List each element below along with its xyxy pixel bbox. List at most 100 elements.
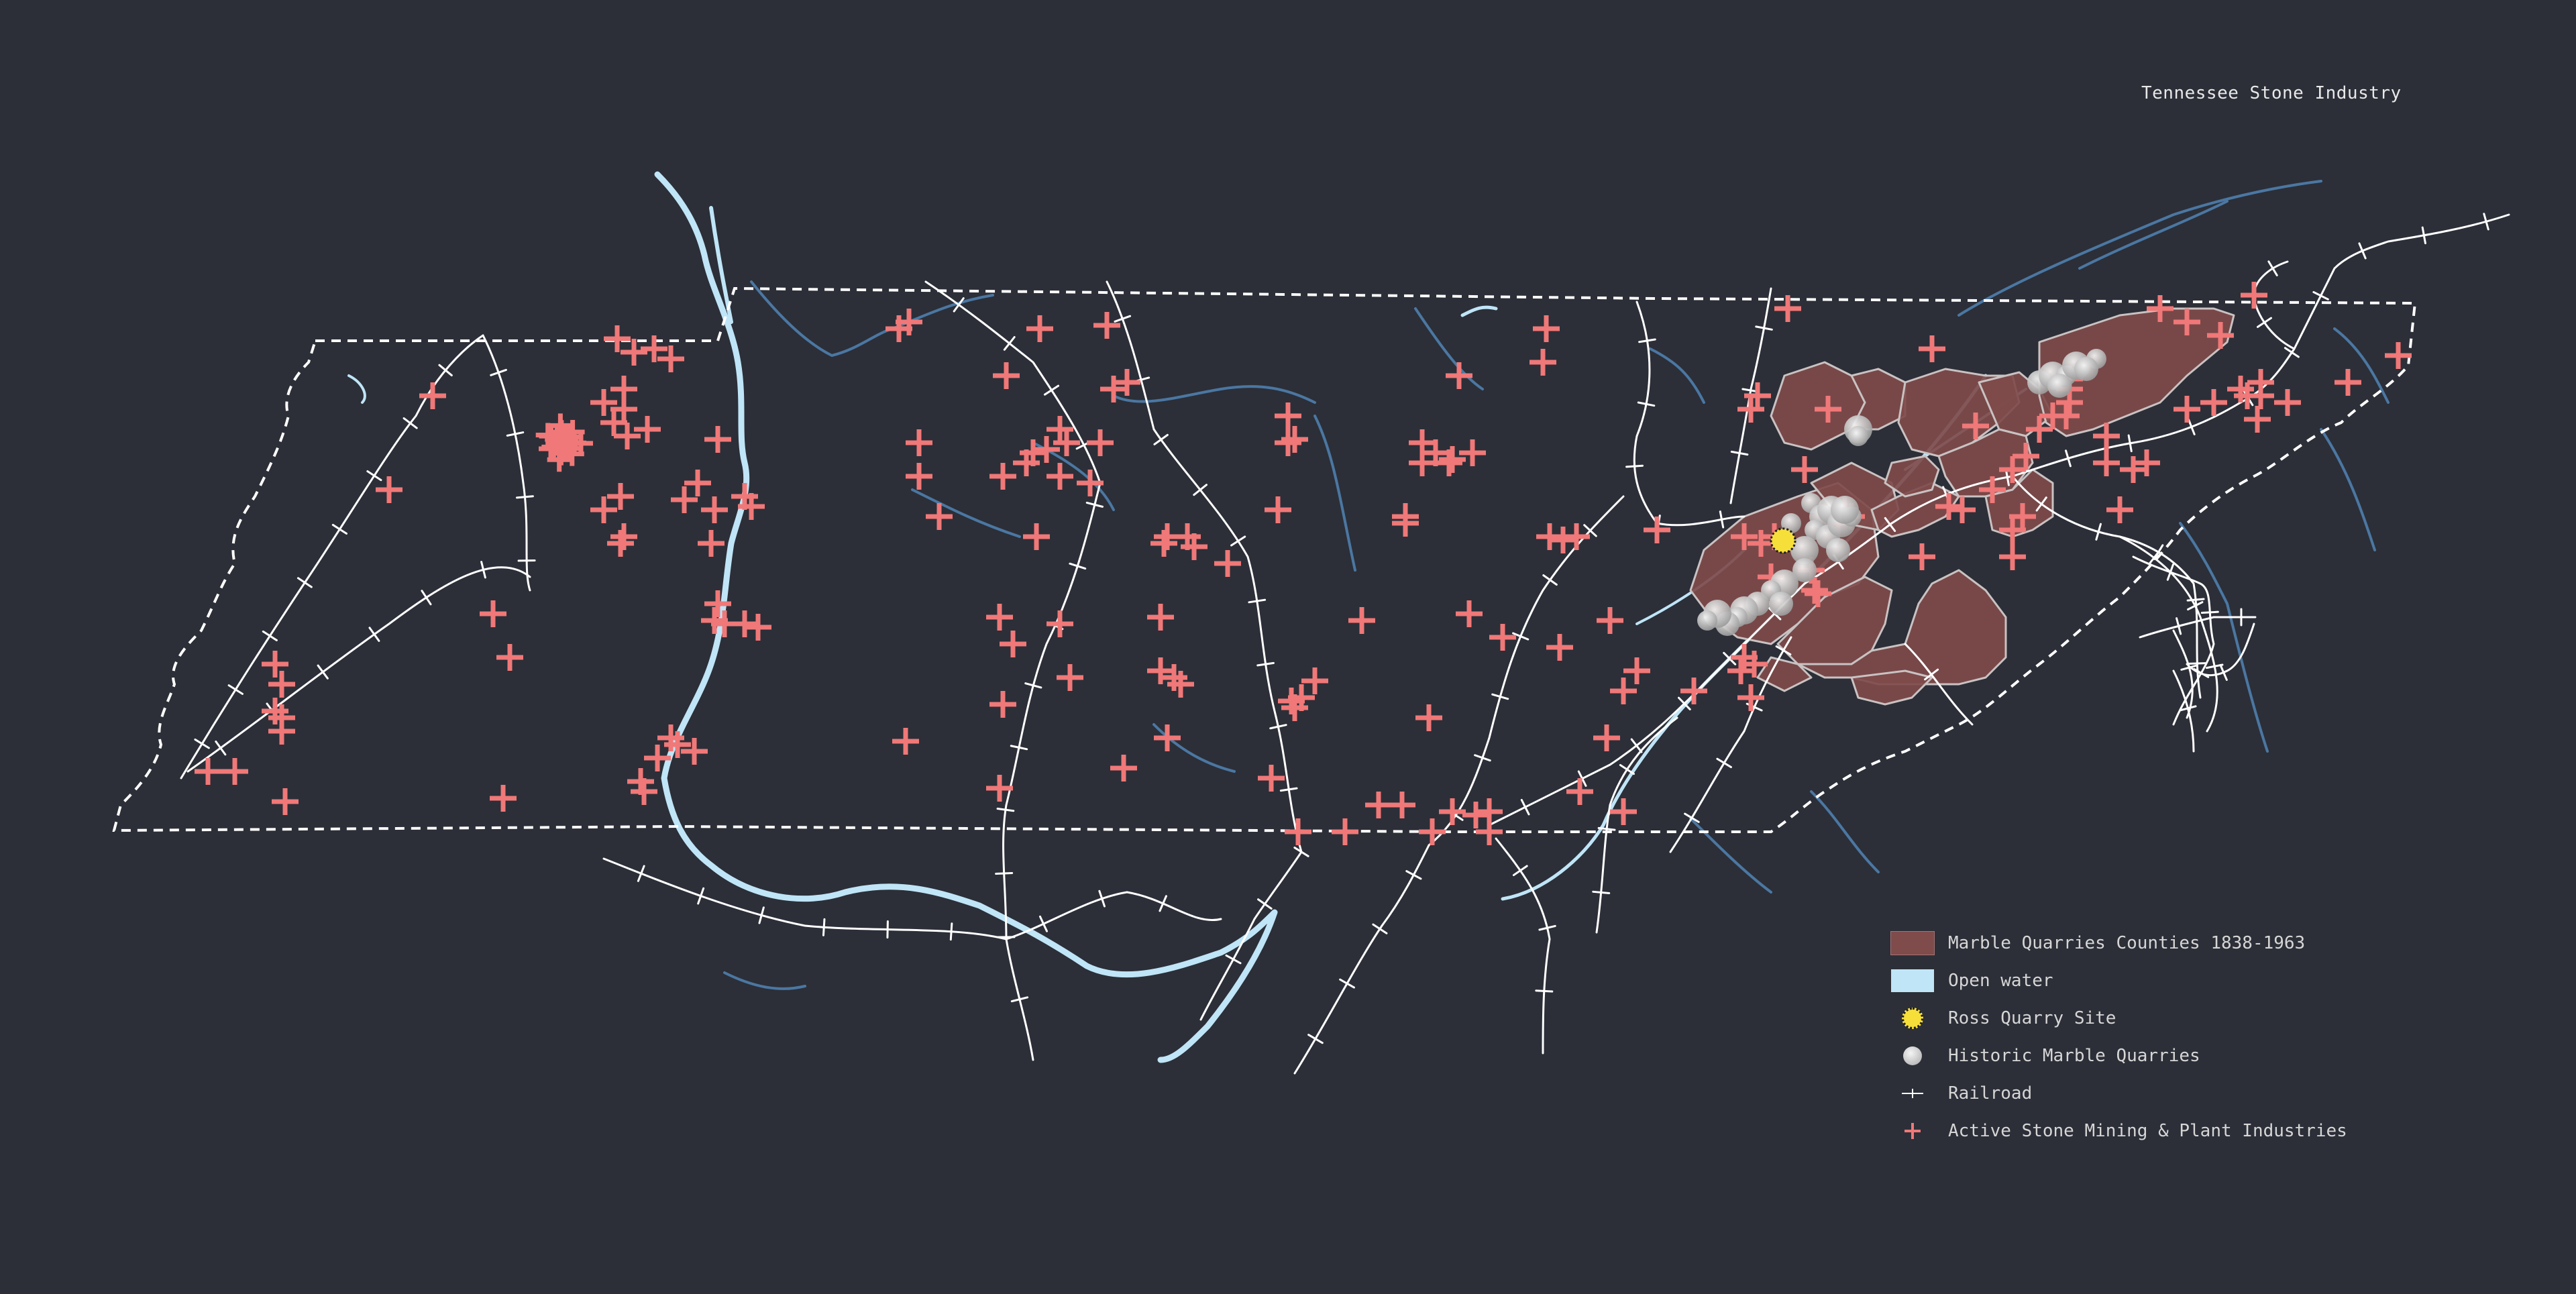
active-site-mark: [1285, 818, 1311, 845]
active-site-mark: [745, 614, 771, 641]
active-site-mark: [1462, 802, 1489, 828]
railroad-tick: [1010, 745, 1028, 751]
active-site-mark: [2093, 449, 2120, 476]
historic-marble-quarries: [1697, 349, 2106, 636]
active-site-mark: [1275, 429, 1301, 456]
railroad-tick: [2187, 418, 2196, 435]
railroad-tick: [1512, 632, 1529, 641]
railroad-tick: [2180, 664, 2198, 671]
railroad-tick: [194, 738, 210, 749]
active-site-mark: [1909, 543, 1935, 570]
active-site-mark: [1962, 413, 1989, 439]
active-site-mark: [496, 644, 523, 671]
active-site-mark: [1446, 362, 1472, 389]
active-site-mark: [1727, 657, 1754, 684]
historic-quarry-mark: [1831, 496, 1859, 524]
active-site-mark: [704, 590, 731, 617]
railroad-tick: [2267, 260, 2278, 276]
active-site-mark: [1949, 496, 1976, 523]
active-site-mark: [1161, 664, 1187, 691]
railroad-tick: [1257, 898, 1273, 910]
active-site-mark: [1026, 315, 1053, 342]
active-site-mark: [1610, 678, 1637, 704]
railroad-tick: [2035, 496, 2047, 512]
railroad-tick: [2421, 226, 2426, 245]
active-site-mark: [1536, 523, 1563, 550]
railroad-tick: [1153, 433, 1169, 445]
railroad-tick: [2187, 601, 2204, 611]
active-site-mark: [698, 530, 724, 557]
active-site-mark: [376, 476, 402, 503]
active-site-mark: [1214, 550, 1241, 577]
railroad-tick: [1010, 996, 1029, 1003]
active-site-mark: [541, 435, 566, 460]
railroad-tick: [1293, 847, 1309, 857]
railroad-tick: [1474, 754, 1491, 762]
historic-quarry-mark: [2074, 357, 2098, 381]
active-site-mark: [2106, 496, 2133, 523]
active-site-mark: [195, 758, 221, 785]
active-site-mark: [738, 493, 765, 520]
railroad-tick: [1638, 338, 1656, 343]
active-site-mark: [986, 775, 1013, 802]
active-site-mark: [1774, 295, 1801, 322]
legend-label: Active Stone Mining & Plant Industries: [1948, 1121, 2347, 1141]
railroad-tick: [227, 684, 244, 695]
active-site-mark: [490, 785, 517, 812]
railroad-tick: [822, 918, 826, 936]
active-site-mark: [2012, 443, 2039, 470]
active-site-mark: [1110, 755, 1137, 781]
active-site-mark: [1174, 523, 1201, 550]
railroad-tick: [480, 561, 486, 579]
active-site-mark: [1077, 470, 1104, 496]
active-site-mark: [896, 309, 922, 335]
railroad-tick: [1577, 770, 1587, 787]
active-site-mark: [1301, 667, 1328, 694]
active-site-mark: [1999, 543, 2026, 570]
railroad-tick: [1542, 574, 1558, 586]
active-site-mark: [1057, 664, 1083, 691]
active-site-mark: [1033, 436, 1060, 463]
active-site-mark: [1546, 634, 1573, 661]
railroad-tick: [1520, 798, 1530, 816]
active-site-mark: [1529, 349, 1556, 376]
active-site-mark: [221, 758, 248, 785]
active-site-mark: [1563, 523, 1590, 550]
active-site-mark: [1979, 476, 2006, 503]
railroad-tick: [1512, 865, 1528, 877]
active-site-mark: [2093, 423, 2120, 449]
active-site-mark: [1415, 704, 1442, 731]
county-swatch-icon: [1890, 931, 1935, 955]
railroad-tick: [1684, 812, 1700, 823]
railroad-tick: [1114, 315, 1132, 323]
railroad-tick: [2166, 563, 2174, 581]
active-site-mark: [268, 718, 295, 745]
active-site-mark: [590, 496, 617, 523]
active-site-mark: [1265, 496, 1291, 523]
map-title: Tennessee Stone Industry: [2141, 83, 2402, 103]
active-site-mark: [1281, 694, 1308, 721]
railroad-tick: [366, 470, 382, 482]
active-site-mark: [1935, 493, 1962, 520]
active-site-mark: [2120, 456, 2147, 483]
legend-item-quarries: Historic Marble Quarries: [1890, 1037, 2347, 1075]
active-site-mark: [644, 745, 671, 771]
active-site-mark: [1389, 792, 1415, 818]
railroad-tick: [331, 523, 347, 535]
active-site-mark: [631, 778, 657, 805]
railroad-tick: [1159, 895, 1167, 912]
active-site-mark: [657, 345, 684, 372]
railroad-tick: [1248, 598, 1267, 604]
active-site-mark: [1020, 439, 1046, 466]
active-site-mark: [671, 486, 698, 513]
railroad-tick: [317, 664, 329, 680]
active-site-mark: [1053, 429, 1080, 456]
water-swatch-icon: [1891, 969, 1934, 992]
active-site-mark: [1680, 678, 1707, 704]
active-site-mark: [1459, 439, 1486, 466]
active-site-mark: [2247, 382, 2274, 409]
railroad-tick: [697, 887, 705, 905]
railroad-tick: [953, 297, 965, 313]
active-site-mark: [1644, 517, 1670, 543]
railroad-tick: [1630, 738, 1643, 753]
